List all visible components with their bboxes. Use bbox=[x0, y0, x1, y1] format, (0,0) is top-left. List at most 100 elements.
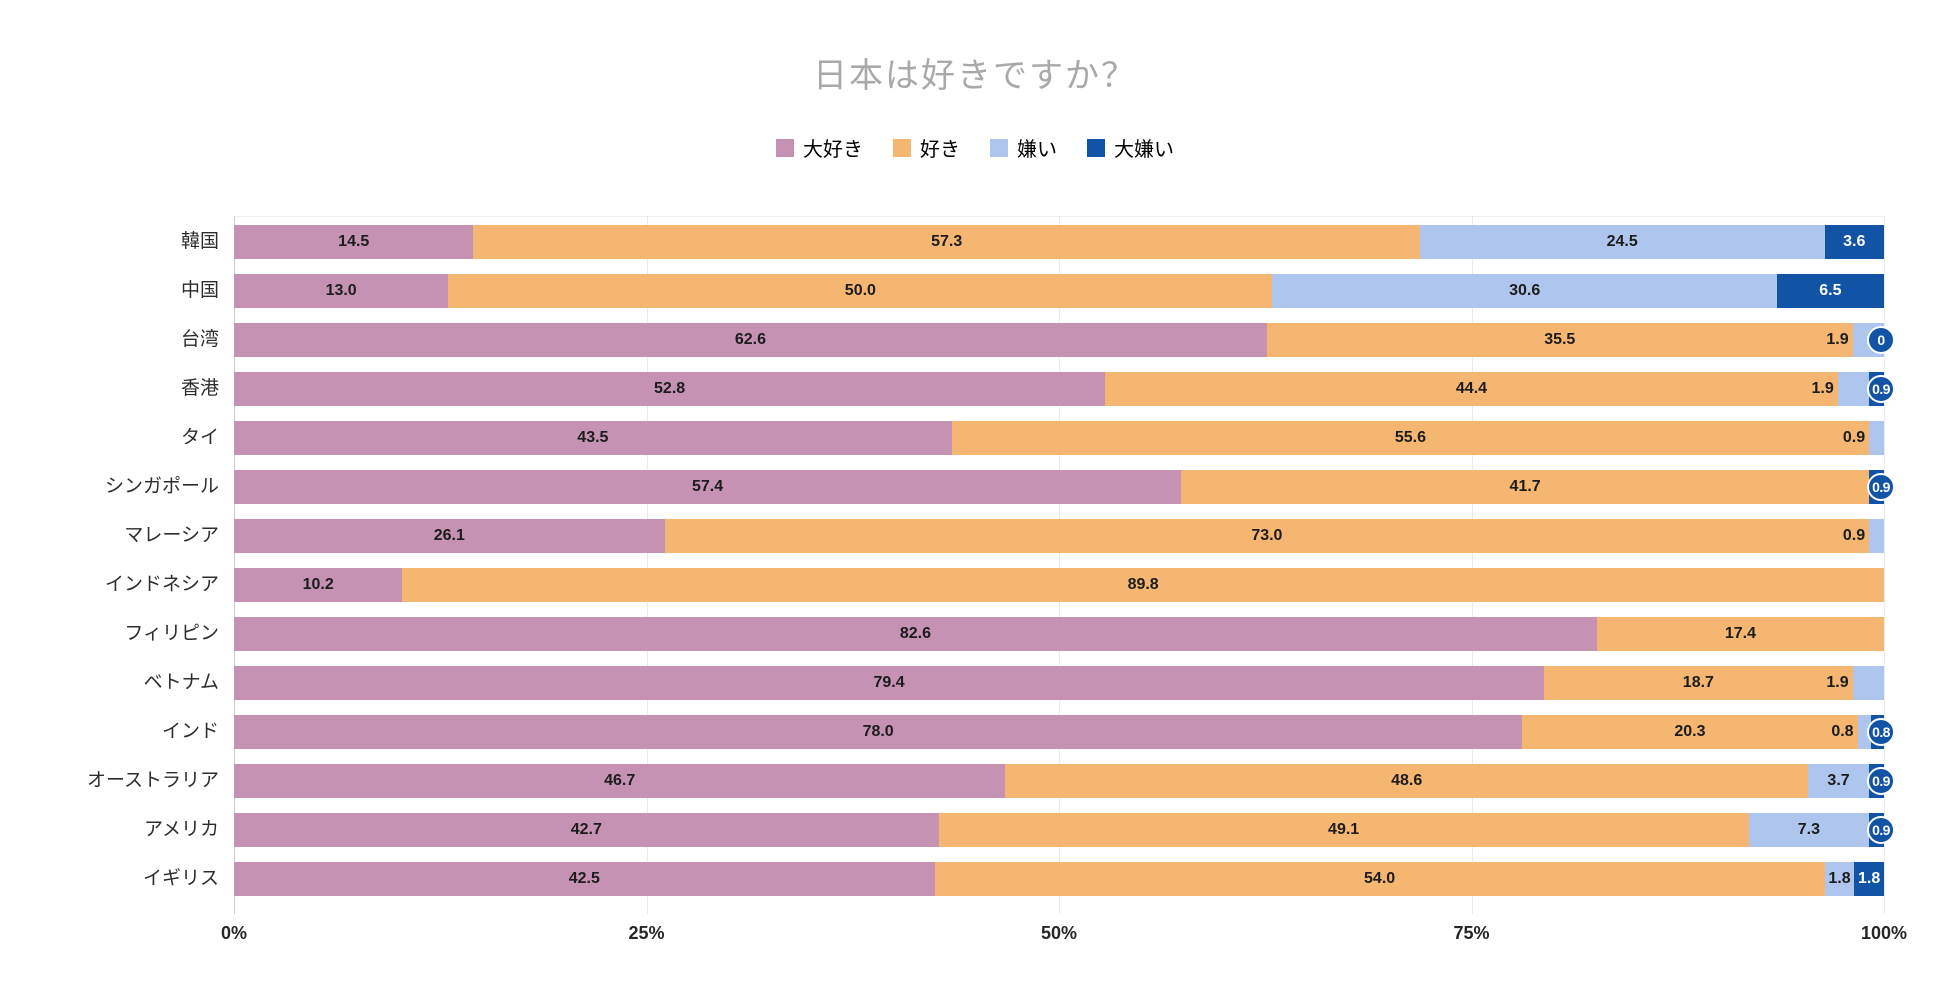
category-label: インド bbox=[161, 721, 219, 742]
legend-swatch bbox=[776, 138, 794, 157]
segment-like: 49.1 bbox=[938, 813, 1749, 847]
segment-love: 42.5 bbox=[234, 862, 935, 896]
bar-row: マレーシア 26.1 73.0 0.9 bbox=[124, 519, 1884, 553]
bar-row: 中国 13.0 50.0 30.6 6.5 bbox=[181, 274, 1884, 308]
segment-love: 57.4 bbox=[234, 470, 1182, 504]
bars-container: 韓国 14.5 57.3 24.5 3.6 中国 13.0 50.0 30.6 6.5 台湾 62.6… bbox=[87, 216, 1895, 905]
value-label: 7.3 bbox=[1797, 821, 1821, 838]
legend-item: 大好き bbox=[776, 133, 863, 162]
segment-dislike: 30.6 bbox=[1272, 274, 1777, 308]
value-badge: 0.8 bbox=[1867, 718, 1895, 746]
legend-swatch bbox=[1087, 138, 1105, 157]
axis-tick-label: 0% bbox=[220, 923, 248, 943]
value-label: 43.5 bbox=[577, 429, 609, 446]
segment-dislike: 1.9 bbox=[1826, 666, 1884, 700]
value-label: 35.5 bbox=[1544, 331, 1576, 348]
x-axis: 0% 25% 50% 75% 100% bbox=[221, 905, 1907, 951]
segment-like: 41.7 bbox=[1181, 470, 1870, 504]
category-label: インドネシア bbox=[104, 574, 219, 595]
value-label: 17.4 bbox=[1724, 625, 1756, 642]
segment-dislike: 0.9 bbox=[1843, 421, 1884, 455]
bar-row: ベトナム 79.4 18.7 1.9 bbox=[144, 666, 1884, 700]
bar-row: インドネシア 10.2 89.8 bbox=[105, 568, 1884, 602]
value-badge: 0.9 bbox=[1867, 767, 1895, 795]
bar-row: 韓国 14.5 57.3 24.5 3.6 bbox=[181, 225, 1884, 259]
gridline bbox=[1884, 216, 1885, 914]
legend-label: 好き bbox=[920, 139, 960, 161]
segment-love: 26.1 bbox=[234, 519, 665, 553]
category-label: タイ bbox=[180, 427, 219, 448]
bar-row: インド 78.0 20.3 0.8 0.8 bbox=[162, 715, 1895, 749]
segment-love: 78.0 bbox=[234, 715, 1523, 749]
value-label: 82.6 bbox=[899, 625, 932, 642]
value-label: 89.8 bbox=[1127, 576, 1159, 593]
bar-row: タイ 43.5 55.6 0.9 bbox=[181, 421, 1884, 455]
segment-like: 54.0 bbox=[934, 862, 1825, 896]
segment-love: 79.4 bbox=[234, 666, 1545, 700]
category-label: 香港 bbox=[180, 378, 219, 399]
value-label: 73.0 bbox=[1251, 527, 1283, 544]
category-label: フィリピン bbox=[124, 623, 219, 644]
segment-like: 35.5 bbox=[1266, 323, 1853, 357]
value-label: 30.6 bbox=[1509, 282, 1541, 299]
legend-swatch bbox=[893, 138, 911, 157]
bar-row: 香港 52.8 44.4 1.9 0.9 bbox=[181, 372, 1895, 406]
value-label: 54.0 bbox=[1364, 870, 1396, 887]
value-badge: 0.9 bbox=[1867, 816, 1895, 844]
value-label: 57.4 bbox=[691, 478, 724, 495]
legend-item: 嫌い bbox=[990, 133, 1057, 162]
plot-area: 韓国 14.5 57.3 24.5 3.6 中国 13.0 50.0 30.6 6.5 台湾 62.6… bbox=[87, 216, 1895, 914]
value-label: 44.4 bbox=[1455, 380, 1488, 397]
value-label: 10.2 bbox=[302, 576, 334, 593]
value-label: 41.7 bbox=[1509, 478, 1541, 495]
segment-love: 13.0 bbox=[234, 274, 449, 308]
value-label: 1.9 bbox=[1811, 380, 1834, 397]
value-label: 42.7 bbox=[570, 821, 602, 838]
value-label: 78.0 bbox=[862, 723, 894, 740]
category-label: イギリス bbox=[142, 868, 219, 889]
category-label: オーストラリア bbox=[86, 770, 219, 791]
category-label: 中国 bbox=[180, 280, 219, 301]
legend-item: 好き bbox=[893, 133, 960, 162]
segment-hate: 3.6 bbox=[1824, 225, 1884, 259]
segment-dislike: 1.9 bbox=[1812, 372, 1870, 406]
value-label: 62.6 bbox=[734, 331, 767, 348]
value-label: 24.5 bbox=[1606, 233, 1638, 250]
value-label: 55.6 bbox=[1394, 429, 1427, 446]
segment-dislike: 1.8 bbox=[1824, 862, 1855, 896]
legend-swatch bbox=[990, 138, 1008, 157]
segment-like: 44.4 bbox=[1105, 372, 1838, 406]
segment-love: 46.7 bbox=[234, 764, 1006, 798]
axis-tick-label: 100% bbox=[1860, 923, 1908, 943]
segment-hate: 1.8 bbox=[1854, 862, 1884, 896]
bar-row: アメリカ 42.7 49.1 7.3 0.9 bbox=[144, 813, 1895, 847]
value-label: 1.9 bbox=[1826, 331, 1849, 348]
axis-tick-label: 25% bbox=[628, 923, 665, 943]
value-label: 14.5 bbox=[338, 233, 370, 250]
value-label: 3.7 bbox=[1827, 772, 1850, 789]
segment-love: 14.5 bbox=[234, 225, 474, 259]
value-label: 1.9 bbox=[1826, 674, 1849, 691]
bar-row: オーストラリア 46.7 48.6 3.7 0.9 bbox=[87, 764, 1895, 798]
value-label: 20.3 bbox=[1674, 723, 1706, 740]
segment-like: 55.6 bbox=[951, 421, 1870, 455]
segment-like: 18.7 bbox=[1544, 666, 1853, 700]
bar-row: シンガポール 57.4 41.7 0.9 bbox=[105, 470, 1895, 504]
segment-love: 62.6 bbox=[234, 323, 1267, 357]
value-label: 52.8 bbox=[654, 380, 686, 397]
value-label: 0.9 bbox=[1842, 429, 1866, 446]
segment-like: 89.8 bbox=[402, 568, 1884, 602]
value-label: 13.0 bbox=[325, 282, 357, 299]
value-label: 0.8 bbox=[1831, 723, 1854, 740]
segment-love: 43.5 bbox=[234, 421, 952, 455]
segment-love: 10.2 bbox=[234, 568, 403, 602]
segment-like: 17.4 bbox=[1596, 617, 1884, 651]
segment-love: 42.7 bbox=[234, 813, 939, 847]
legend-label: 大好き bbox=[803, 139, 863, 161]
value-label: 1.8 bbox=[1858, 870, 1881, 887]
value-badge: 0 bbox=[1867, 326, 1895, 354]
bar-row: フィリピン 82.6 17.4 bbox=[124, 617, 1884, 651]
value-label: 79.4 bbox=[873, 674, 905, 691]
category-label: ベトナム bbox=[143, 672, 219, 693]
segment-like: 57.3 bbox=[473, 225, 1420, 259]
